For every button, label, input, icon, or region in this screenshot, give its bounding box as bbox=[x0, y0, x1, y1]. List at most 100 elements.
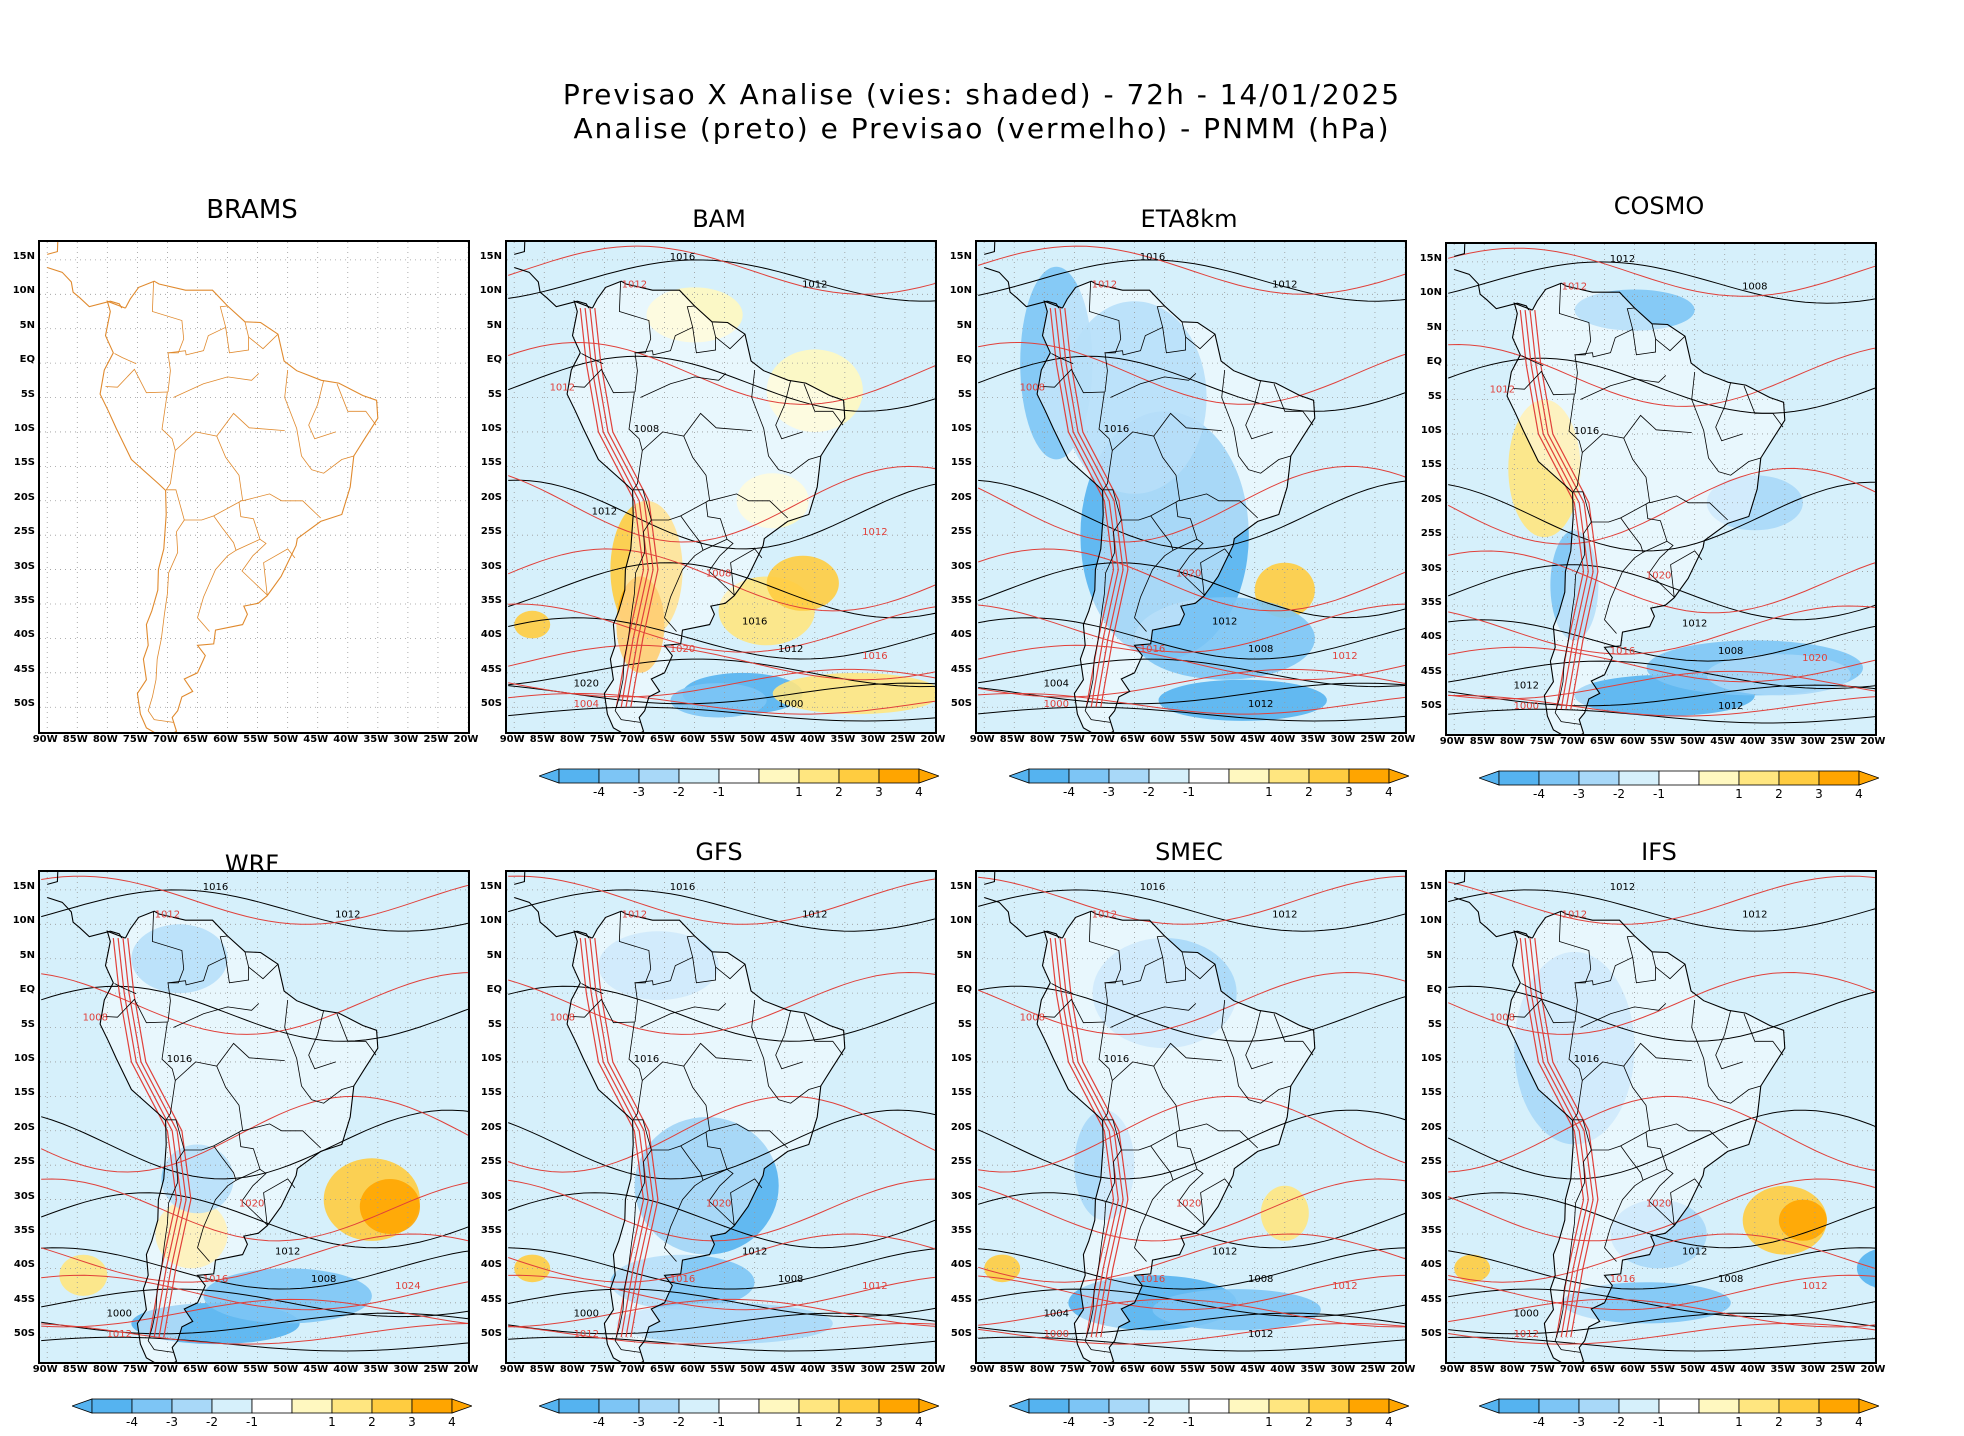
isobar-label: 1012 bbox=[1562, 909, 1587, 920]
lon-tick-label: 30W bbox=[860, 1364, 886, 1375]
lat-tick-label: 10N bbox=[949, 285, 972, 297]
colorbar-tick-label: -4 bbox=[593, 1415, 605, 1429]
isobar-label: 1000 bbox=[1514, 701, 1539, 712]
lat-tick-label: 40S bbox=[950, 1259, 972, 1271]
colorbar-tick-label: -1 bbox=[246, 1415, 258, 1429]
isobar-label: 1020 bbox=[1646, 571, 1671, 582]
colorbar-segment bbox=[678, 1398, 720, 1414]
isobar-label: 1012 bbox=[1212, 617, 1237, 628]
colorbar-tick-label: -4 bbox=[1063, 1415, 1075, 1429]
lat-tick-label: 25S bbox=[480, 1156, 502, 1168]
bias-shading bbox=[670, 683, 767, 718]
lon-tick-label: 45W bbox=[303, 1364, 329, 1375]
colorbar-tick-label: 2 bbox=[835, 785, 843, 799]
colorbar-tick-label: 4 bbox=[1855, 787, 1863, 801]
lat-tick-label: 10S bbox=[13, 1052, 35, 1064]
bias-shading bbox=[766, 349, 863, 432]
lon-tick-label: 90W bbox=[1439, 736, 1465, 747]
colorbar-segment bbox=[1738, 770, 1780, 786]
lat-tick-label: 5N bbox=[486, 949, 502, 961]
colorbar-tick-label: 1 bbox=[1735, 787, 1743, 801]
isobar-label: 1012 bbox=[1092, 909, 1117, 920]
lon-tick-label: 30W bbox=[393, 734, 419, 745]
lon-tick-label: 35W bbox=[1300, 1364, 1326, 1375]
isobar-label: 1016 bbox=[1574, 426, 1599, 437]
lon-tick-label: 90W bbox=[499, 734, 525, 745]
lon-tick-label: 20W bbox=[1390, 1364, 1416, 1375]
colorbar-tick-label: 1 bbox=[1265, 1415, 1273, 1429]
panel-title-bam: BAM bbox=[692, 205, 746, 233]
colorbar-segment bbox=[1268, 768, 1310, 784]
lat-tick-label: 30S bbox=[480, 560, 502, 572]
colorbar-tick-label: -3 bbox=[1103, 1415, 1115, 1429]
map-eta8km: 1016 1012 1012 1008 1016 1020 1012 1016 1008 1012… bbox=[975, 240, 1407, 734]
colorbar-segment bbox=[331, 1398, 373, 1414]
lat-tick-label: EQ bbox=[19, 354, 35, 366]
lon-tick-label: 70W bbox=[619, 734, 645, 745]
lat-tick-label: 15S bbox=[950, 1087, 972, 1099]
lon-tick-label: 50W bbox=[1680, 736, 1706, 747]
colorbar-segment bbox=[1148, 768, 1190, 784]
lat-tick-label: 5S bbox=[1427, 1018, 1442, 1030]
isobar-label: 1012 bbox=[1514, 1329, 1539, 1340]
lon-tick-label: 30W bbox=[1330, 734, 1356, 745]
lat-tick-label: 45S bbox=[480, 1293, 502, 1305]
colorbar-segment bbox=[598, 768, 640, 784]
lon-tick-label: 55W bbox=[1180, 734, 1206, 745]
isobar-label: 1012 bbox=[622, 909, 647, 920]
colorbar-tick-label: 3 bbox=[408, 1415, 416, 1429]
lat-tick-label: 20S bbox=[480, 1121, 502, 1133]
lon-tick-label: 65W bbox=[183, 1364, 208, 1375]
lon-tick-label: 30W bbox=[1800, 1364, 1826, 1375]
lat-tick-label: 15S bbox=[480, 1087, 502, 1099]
lat-tick-label: EQ bbox=[956, 354, 972, 366]
lat-tick-label: 25S bbox=[13, 526, 35, 538]
lon-tick-label: 80W bbox=[1029, 1364, 1055, 1375]
colorbar-tick-label: 4 bbox=[1385, 785, 1393, 799]
lon-tick-label: 20W bbox=[1860, 736, 1886, 747]
lat-tick-label: 5N bbox=[19, 949, 35, 961]
colorbar-segment bbox=[798, 1398, 840, 1414]
lat-tick-label: 25S bbox=[1420, 1156, 1442, 1168]
lon-tick-label: 60W bbox=[213, 1364, 239, 1375]
lat-tick-label: 45S bbox=[950, 1293, 972, 1305]
colorbar bbox=[1477, 770, 1881, 790]
bias-shading bbox=[616, 576, 665, 673]
lat-tick-label: 20S bbox=[13, 1121, 35, 1133]
colorbar-tick-label: 4 bbox=[915, 785, 923, 799]
lon-tick-label: 80W bbox=[1029, 734, 1055, 745]
lat-tick-label: 10N bbox=[479, 915, 502, 927]
colorbar-segment bbox=[171, 1398, 213, 1414]
isobar-label: 1012 bbox=[862, 527, 887, 538]
isobar-label: 1012 bbox=[862, 1281, 887, 1292]
colorbar-tick-label: -1 bbox=[713, 785, 725, 799]
lon-tick-label: 70W bbox=[1559, 736, 1585, 747]
isobar-label: 1008 bbox=[550, 1013, 575, 1024]
bias-shading bbox=[155, 1199, 228, 1269]
isobar-label: 1008 bbox=[1490, 1013, 1515, 1024]
colorbar-tick-label: 2 bbox=[368, 1415, 376, 1429]
bias-shading bbox=[359, 1179, 420, 1234]
isobar-label: 1020 bbox=[1176, 1199, 1201, 1210]
colorbar-tick-label: 1 bbox=[1265, 785, 1273, 799]
lat-tick-label: 10S bbox=[13, 422, 35, 434]
lon-tick-label: 90W bbox=[32, 1364, 58, 1375]
bias-shading bbox=[766, 555, 839, 611]
colorbar-segment bbox=[1818, 770, 1860, 786]
isobar-label: 1012 bbox=[1092, 279, 1117, 290]
colorbar-tick-label: 4 bbox=[915, 1415, 923, 1429]
lon-tick-label: 30W bbox=[860, 734, 886, 745]
lon-tick-label: 75W bbox=[1529, 1364, 1555, 1375]
isobar-label: 1008 bbox=[778, 1274, 803, 1285]
isobar-label: 1000 bbox=[778, 699, 803, 710]
bias-shading bbox=[1856, 1249, 1875, 1288]
colorbar-segment bbox=[638, 1398, 680, 1414]
lon-tick-label: 80W bbox=[1499, 1364, 1525, 1375]
lat-tick-label: 30S bbox=[1420, 562, 1442, 574]
lat-tick-label: 35S bbox=[13, 594, 35, 606]
lon-tick-label: 20W bbox=[453, 734, 479, 745]
lon-tick-label: 35W bbox=[363, 734, 389, 745]
lon-tick-label: 70W bbox=[152, 1364, 178, 1375]
lat-tick-label: 20S bbox=[13, 491, 35, 503]
lat-tick-label: 15N bbox=[1419, 252, 1442, 264]
